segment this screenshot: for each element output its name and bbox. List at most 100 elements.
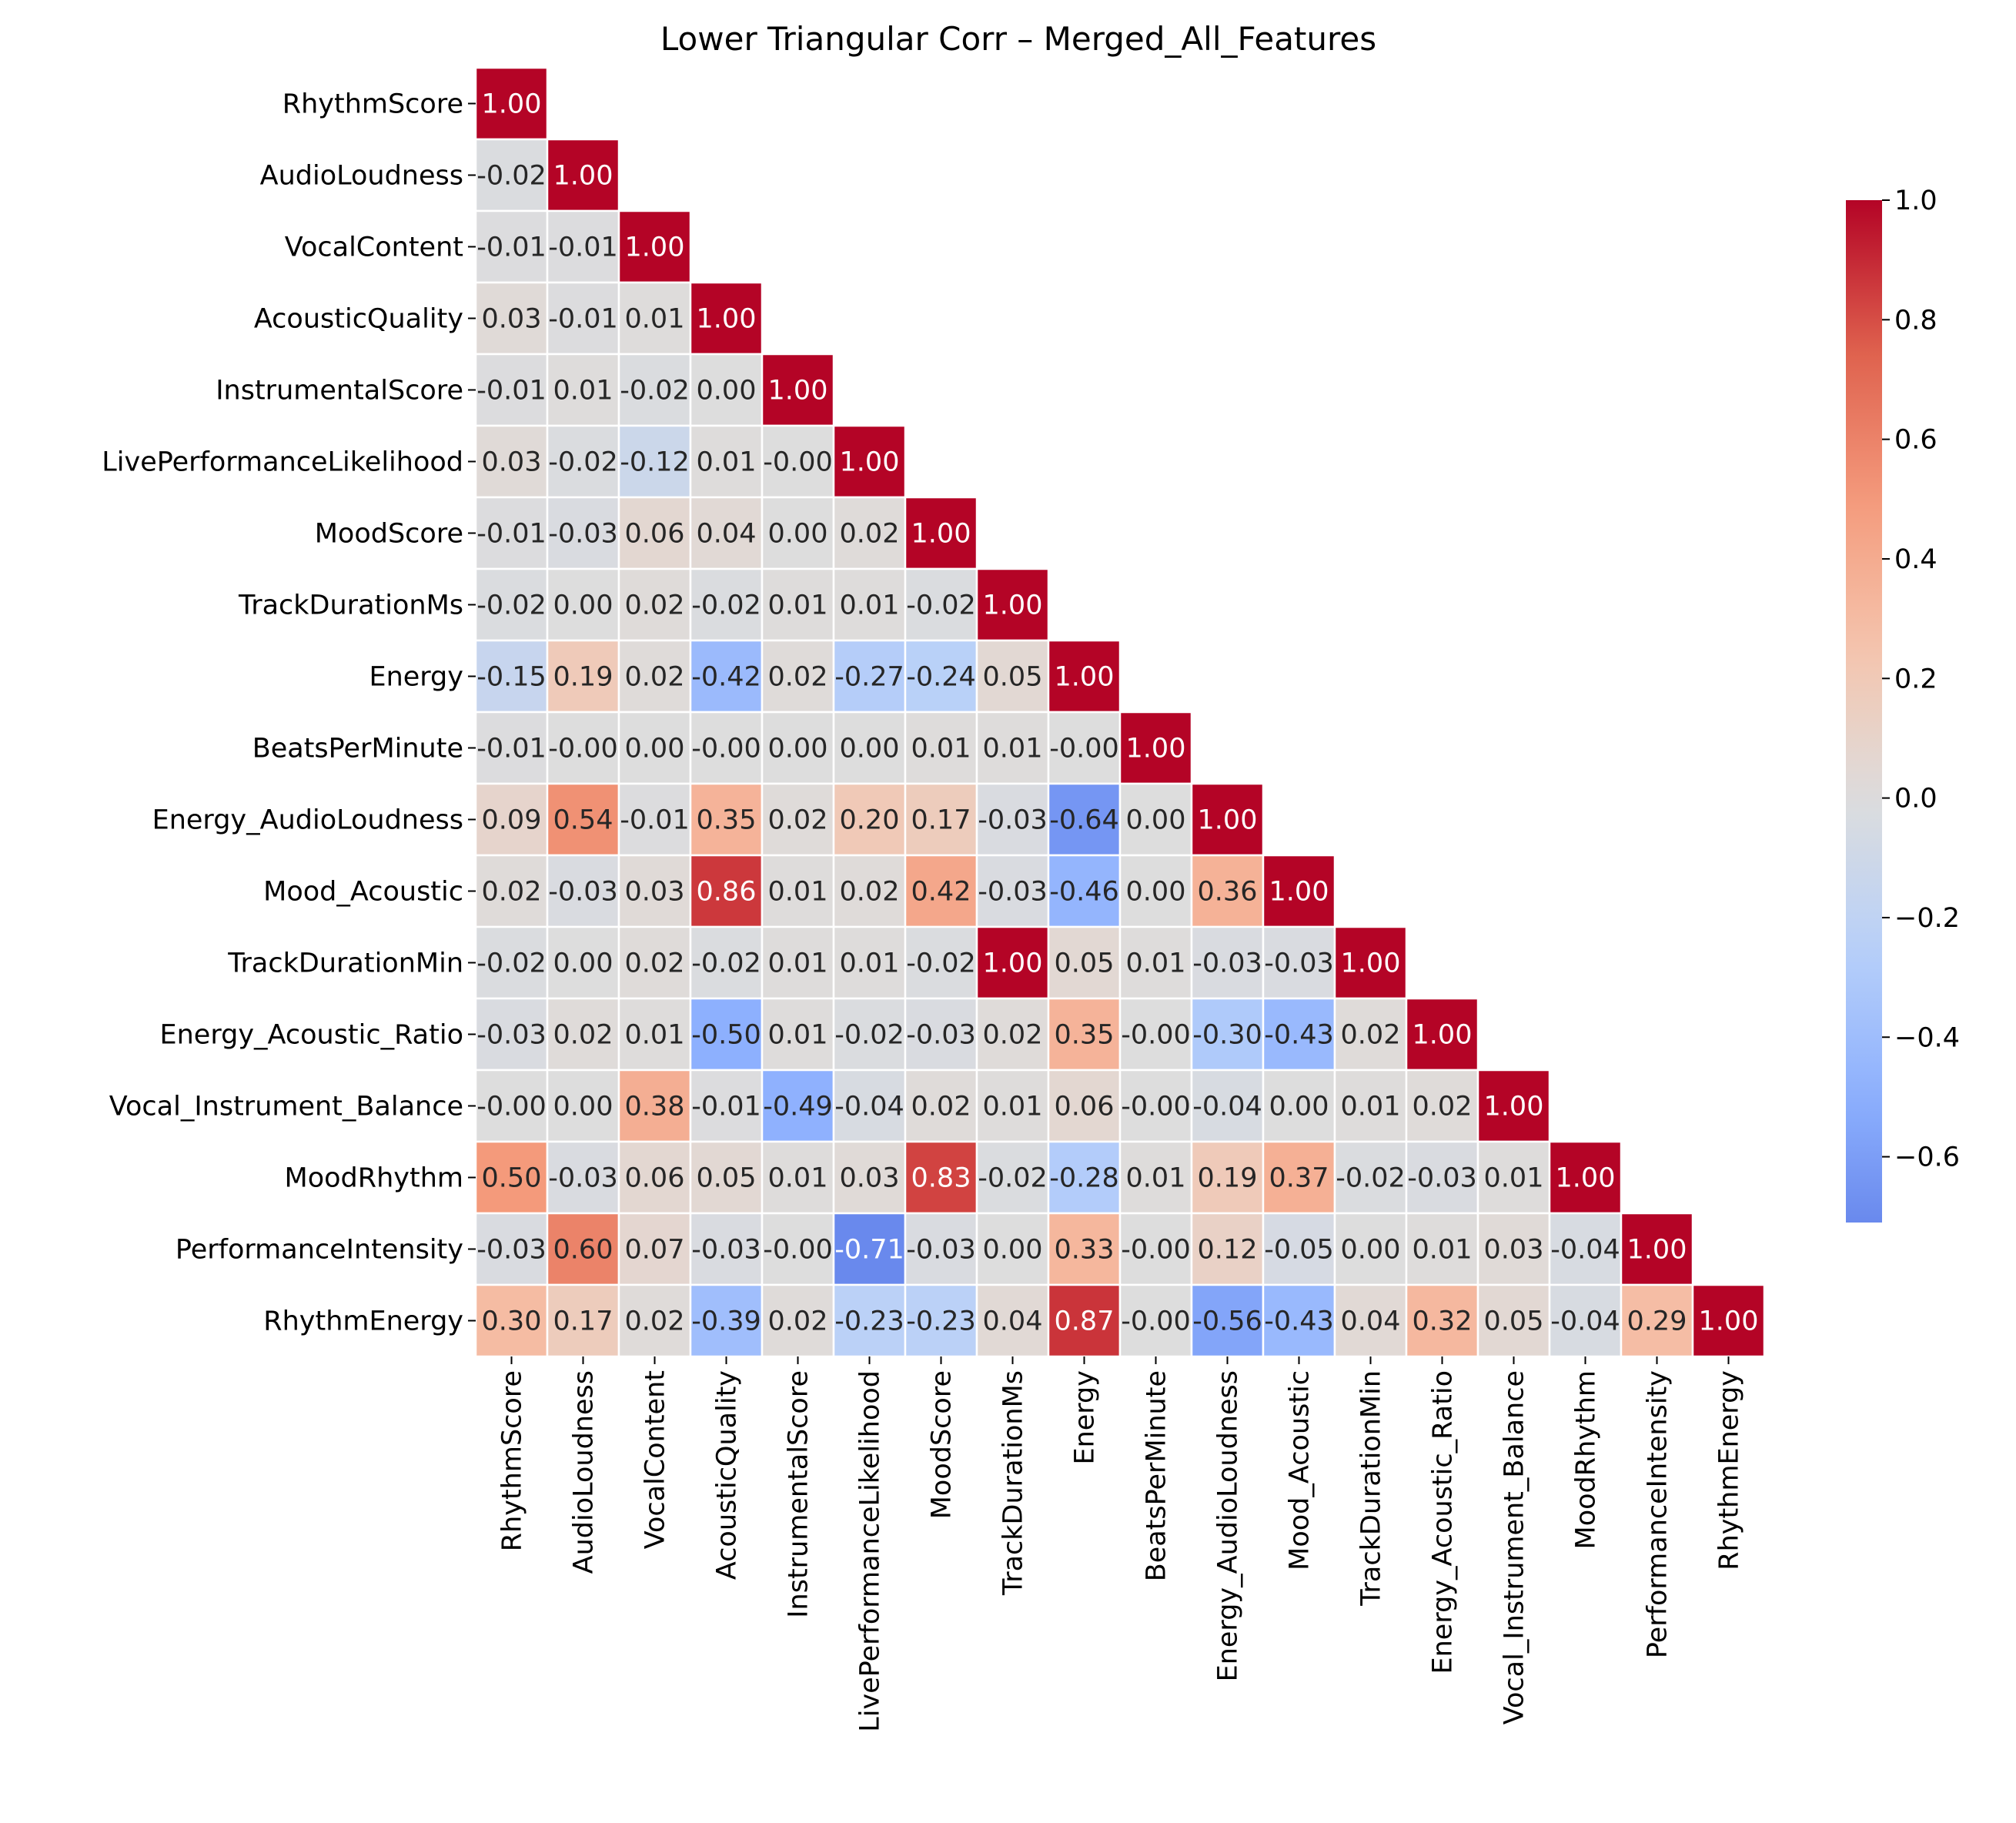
cell-value-label: -0.30 (1192, 1020, 1262, 1051)
cell-value-label: -0.03 (548, 1163, 618, 1194)
cell-value-label: 0.87 (1055, 1306, 1115, 1337)
x-tick-label: LivePerformanceLikelihood (855, 1370, 886, 1732)
heatmap-cell (474, 138, 549, 212)
heatmap-cell (1047, 639, 1122, 714)
x-tick-label: MoodRhythm (1571, 1370, 1602, 1549)
y-tick-label: RhythmEnergy (263, 1306, 463, 1337)
cell-value-label: 0.03 (482, 304, 542, 335)
cell-value-label: -0.01 (548, 232, 618, 263)
cell-value-label: 0.00 (1126, 877, 1186, 908)
x-tick-label: AcousticQuality (712, 1370, 743, 1580)
heatmap-cell (1118, 925, 1193, 1000)
cell-value-label: -0.43 (1264, 1306, 1334, 1337)
cell-value-label: -0.02 (620, 376, 690, 406)
cell-value-label: 0.00 (697, 376, 757, 406)
cell-value-label: 0.03 (625, 877, 685, 908)
cell-value-label: 0.03 (840, 1163, 900, 1194)
heatmap-cell (1190, 782, 1265, 857)
cell-value-label: -0.28 (1049, 1163, 1119, 1194)
cell-value-label: -0.00 (1121, 1235, 1191, 1266)
cell-value-label: 1.00 (1341, 948, 1401, 979)
cell-value-label: -0.01 (476, 519, 547, 550)
x-tick-label: AudioLoudness (569, 1370, 600, 1574)
cell-value-label: -0.00 (763, 1235, 833, 1266)
cell-value-label: 1.00 (840, 447, 900, 478)
cell-value-label: 0.02 (1413, 1092, 1473, 1122)
cell-value-label: -0.05 (1264, 1235, 1334, 1266)
cell-value-label: 0.33 (1055, 1235, 1115, 1266)
colorbar-gradient (1846, 200, 1882, 1223)
cell-value-label: -0.04 (1550, 1306, 1620, 1337)
heatmap-cell (546, 1283, 620, 1358)
heatmap-cell (1262, 997, 1336, 1072)
cell-value-label: 0.01 (983, 1092, 1043, 1122)
colorbar-tick-label: 0.8 (1894, 305, 1937, 336)
cell-value-label: -0.03 (1192, 948, 1262, 979)
cell-value-label: 0.19 (1198, 1163, 1258, 1194)
colorbar: 1.0 0.8 0.6 0.4 0.2 0.0 −0.2 −0.4 −0.6 (1846, 186, 1960, 1223)
cell-value-label: 0.03 (1484, 1235, 1544, 1266)
cell-value-label: -0.71 (834, 1235, 904, 1266)
heatmap-cell (617, 711, 692, 785)
cell-value-label: 0.00 (553, 590, 613, 621)
cell-value-label: 0.01 (768, 1163, 828, 1194)
heatmap-cell (1691, 1283, 1766, 1358)
cell-value-label: 0.01 (1484, 1163, 1544, 1194)
cell-value-label: 1.00 (697, 304, 757, 335)
cell-value-label: 0.04 (697, 519, 757, 550)
heatmap-cell (1190, 1140, 1265, 1215)
heatmap-cell (689, 854, 764, 928)
heatmap-cell (832, 782, 907, 857)
cell-value-label: -0.01 (476, 734, 547, 764)
x-tick-label: InstrumentalScore (784, 1370, 814, 1618)
cell-value-label: -0.03 (1264, 948, 1334, 979)
cell-value-label: -0.03 (978, 805, 1048, 836)
heatmap-cell (1405, 1212, 1479, 1286)
cell-value-label: 1.00 (768, 376, 828, 406)
cell-value-label: 0.35 (1055, 1020, 1115, 1051)
colorbar-tick-label: −0.4 (1894, 1022, 1960, 1053)
heatmap-cell (1262, 1212, 1336, 1286)
cell-value-label: 0.06 (625, 519, 685, 550)
heatmap-cell (617, 209, 692, 284)
cell-value-label: 0.02 (768, 1306, 828, 1337)
chart-title: Lower Triangular Corr – Merged_All_Featu… (660, 20, 1376, 58)
heatmap-cell (474, 782, 549, 857)
x-tick-label: PerformanceIntensity (1643, 1370, 1673, 1658)
heatmap-cell (1476, 1069, 1551, 1143)
heatmap-cell (1047, 711, 1122, 785)
cell-value-label: -0.04 (1550, 1235, 1620, 1266)
cell-value-label: 0.01 (1126, 1163, 1186, 1194)
heatmap-cell (904, 1069, 978, 1143)
heatmap-cell (761, 711, 835, 785)
cell-value-label: -0.50 (691, 1020, 761, 1051)
cell-value-label: -0.03 (476, 1235, 547, 1266)
y-tick-label: MoodScore (315, 519, 463, 550)
cell-value-label: 0.20 (840, 805, 900, 836)
cell-value-label: 0.01 (768, 948, 828, 979)
cell-value-label: 0.30 (482, 1306, 542, 1337)
heatmap-cell (617, 1069, 692, 1143)
heatmap-cell (617, 1283, 692, 1358)
cell-value-label: 0.09 (482, 805, 542, 836)
heatmap-cell (1333, 1283, 1408, 1358)
x-tick-label: TrackDurationMs (998, 1370, 1029, 1596)
cell-value-label: 0.01 (768, 1020, 828, 1051)
cell-value-label: -0.00 (476, 1092, 547, 1122)
heatmap-cell (1118, 1069, 1193, 1143)
cell-value-label: 0.00 (553, 1092, 613, 1122)
colorbar-tick-label: 0.0 (1894, 784, 1937, 814)
heatmap-cell (1190, 1212, 1265, 1286)
cell-value-label: 0.01 (983, 734, 1043, 764)
cell-value-label: -0.01 (476, 232, 547, 263)
cell-value-label: -0.02 (476, 948, 547, 979)
heatmap-cell (1118, 711, 1193, 785)
cell-value-label: -0.00 (691, 734, 761, 764)
cell-value-label: 0.01 (697, 447, 757, 478)
cell-value-label: -0.03 (476, 1020, 547, 1051)
cell-value-label: 0.29 (1627, 1306, 1687, 1337)
cell-value-label: -0.24 (906, 662, 976, 693)
heatmap-cell (904, 1283, 978, 1358)
colorbar-tick-label: 0.6 (1894, 425, 1937, 456)
